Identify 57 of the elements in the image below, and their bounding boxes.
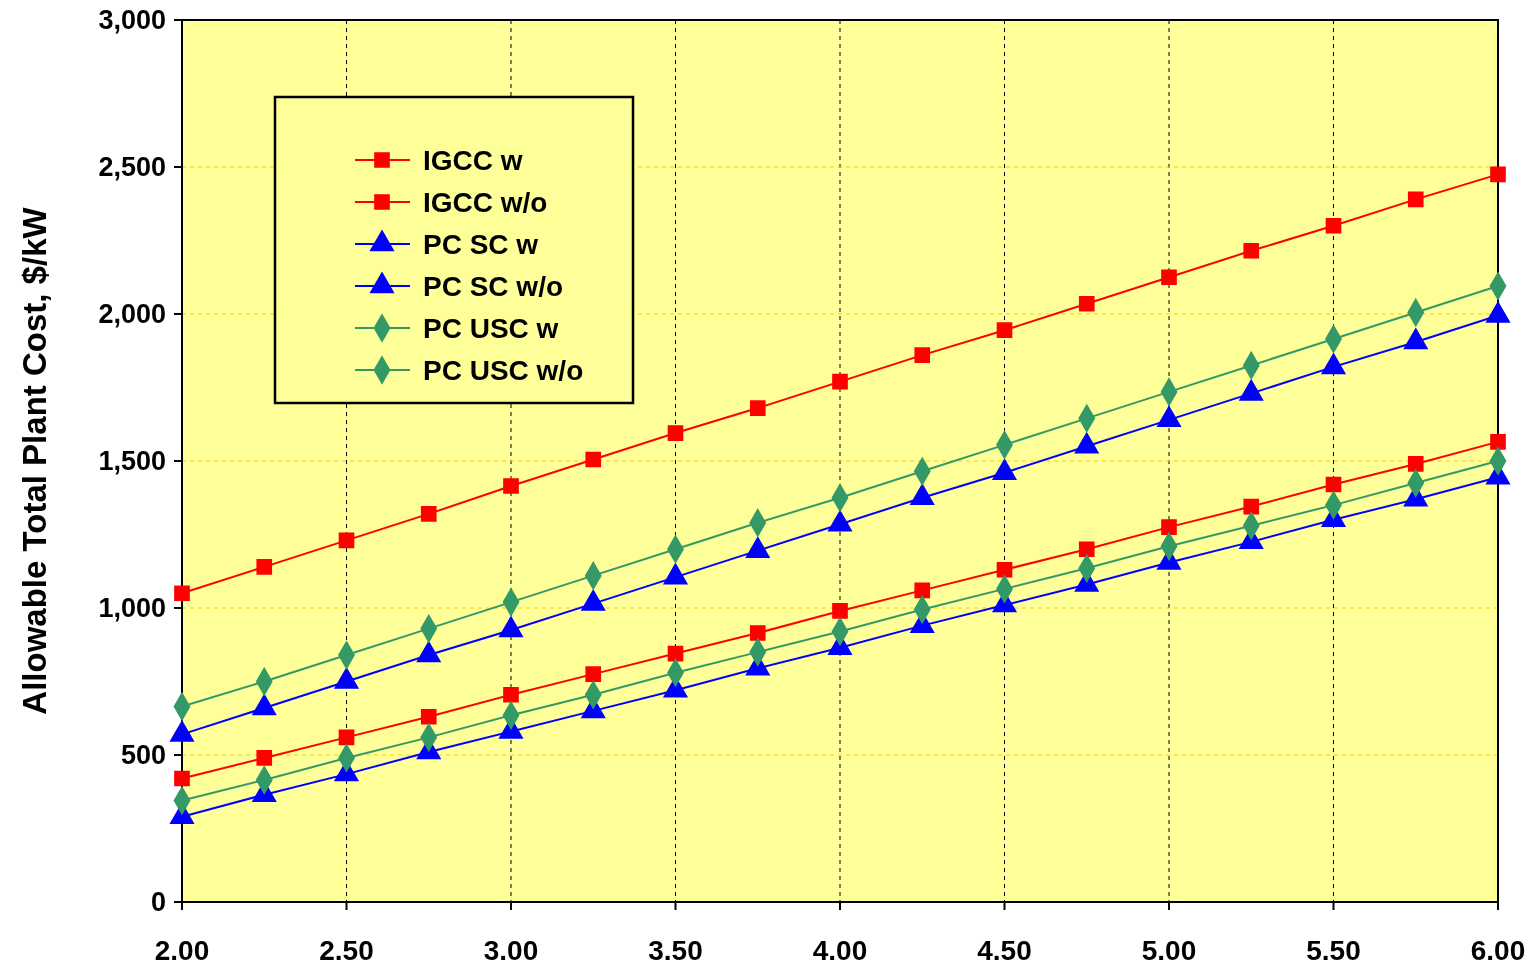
point bbox=[832, 603, 848, 619]
point bbox=[585, 666, 602, 682]
y-tick-label: 2,500 bbox=[98, 152, 166, 182]
x-tick-label: 2.50 bbox=[319, 935, 374, 966]
point bbox=[996, 322, 1013, 338]
point bbox=[174, 585, 190, 602]
point bbox=[749, 400, 766, 416]
y-tick-label: 500 bbox=[120, 740, 166, 770]
x-tick-label: 5.00 bbox=[1141, 935, 1197, 966]
point bbox=[1407, 191, 1424, 208]
y-tick-label: 1,500 bbox=[98, 446, 166, 476]
point bbox=[1407, 456, 1424, 472]
point bbox=[667, 425, 684, 441]
point bbox=[420, 506, 437, 522]
y-tick-label: 1,000 bbox=[98, 593, 166, 623]
legend-label: PC USC w/o bbox=[423, 355, 584, 386]
point bbox=[174, 770, 190, 787]
point bbox=[1161, 269, 1177, 286]
legend-label: PC USC w bbox=[423, 313, 559, 344]
point bbox=[585, 451, 602, 468]
y-tick-label: 2,000 bbox=[98, 299, 166, 329]
y-axis-title: Allowable Total Plant Cost, $/kW bbox=[16, 206, 53, 715]
point bbox=[420, 708, 437, 725]
legend-label: PC SC w/o bbox=[423, 271, 564, 302]
point bbox=[914, 347, 931, 363]
point bbox=[996, 561, 1013, 578]
x-tick-label: 5.50 bbox=[1306, 935, 1361, 966]
point bbox=[503, 686, 519, 703]
point bbox=[256, 750, 273, 766]
legend-label: IGCC w bbox=[423, 145, 523, 176]
point bbox=[1161, 519, 1177, 535]
point bbox=[667, 645, 684, 662]
point bbox=[1243, 498, 1260, 515]
point bbox=[338, 729, 355, 746]
legend-label: PC SC w bbox=[423, 229, 539, 260]
x-tick-label: 2.00 bbox=[154, 935, 210, 966]
x-tick-label: 4.50 bbox=[977, 935, 1032, 966]
point bbox=[1078, 541, 1095, 558]
point bbox=[338, 532, 355, 549]
point bbox=[1243, 242, 1260, 259]
x-tick-label: 4.00 bbox=[812, 935, 868, 966]
point bbox=[1325, 476, 1342, 493]
point bbox=[1490, 434, 1506, 450]
point bbox=[503, 478, 519, 494]
x-tick-label: 3.50 bbox=[648, 935, 703, 966]
point bbox=[256, 559, 273, 575]
x-tick-label: 6.00 bbox=[1470, 935, 1526, 966]
point bbox=[914, 582, 931, 599]
point bbox=[832, 373, 848, 390]
legend-label: IGCC w/o bbox=[423, 187, 548, 218]
x-tick-label: 3.00 bbox=[483, 935, 539, 966]
y-tick-label: 3,000 bbox=[98, 5, 166, 35]
point bbox=[1325, 217, 1342, 234]
y-tick-label: 0 bbox=[150, 887, 166, 917]
point bbox=[1490, 166, 1506, 183]
point bbox=[749, 625, 766, 641]
point bbox=[1078, 295, 1095, 312]
